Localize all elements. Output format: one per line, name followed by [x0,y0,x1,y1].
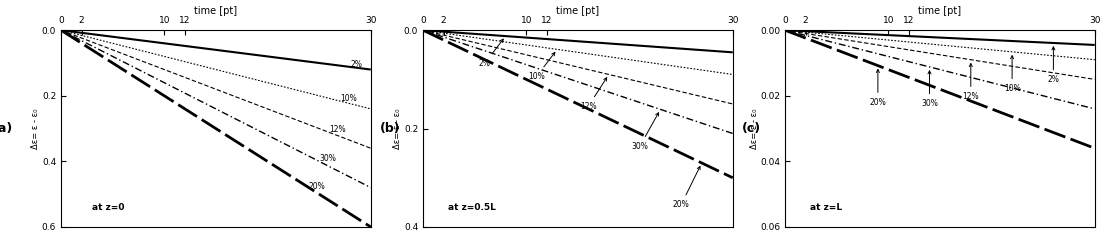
Text: 10%: 10% [529,52,555,81]
Text: at z=L: at z=L [810,203,842,212]
X-axis label: time [pt]: time [pt] [918,5,961,15]
Text: at z=0: at z=0 [92,203,125,212]
Y-axis label: Δε= ε - ε₀: Δε= ε - ε₀ [750,108,759,149]
Text: 12%: 12% [962,64,979,101]
Text: at z=0.5L: at z=0.5L [448,203,495,212]
Text: 2%: 2% [351,60,362,69]
Text: (c): (c) [742,122,761,135]
X-axis label: time [pt]: time [pt] [556,5,599,15]
Text: 10%: 10% [1004,56,1021,93]
Text: 30%: 30% [632,113,658,151]
Y-axis label: Δε= ε - ε₀: Δε= ε - ε₀ [394,108,403,149]
Text: 30%: 30% [320,154,336,163]
Text: 10%: 10% [340,94,356,103]
Text: 2%: 2% [479,39,503,68]
Text: 2%: 2% [1047,47,1060,84]
Text: (b): (b) [379,122,400,135]
Text: 12%: 12% [330,125,346,134]
X-axis label: time [pt]: time [pt] [195,5,238,15]
Text: 30%: 30% [921,71,938,108]
Text: 20%: 20% [869,69,886,107]
Text: 12%: 12% [580,78,607,111]
Text: 20%: 20% [672,166,700,209]
Text: 20%: 20% [309,182,325,191]
Text: (a): (a) [0,122,13,135]
Y-axis label: Δε= ε - ε₀: Δε= ε - ε₀ [31,108,41,149]
